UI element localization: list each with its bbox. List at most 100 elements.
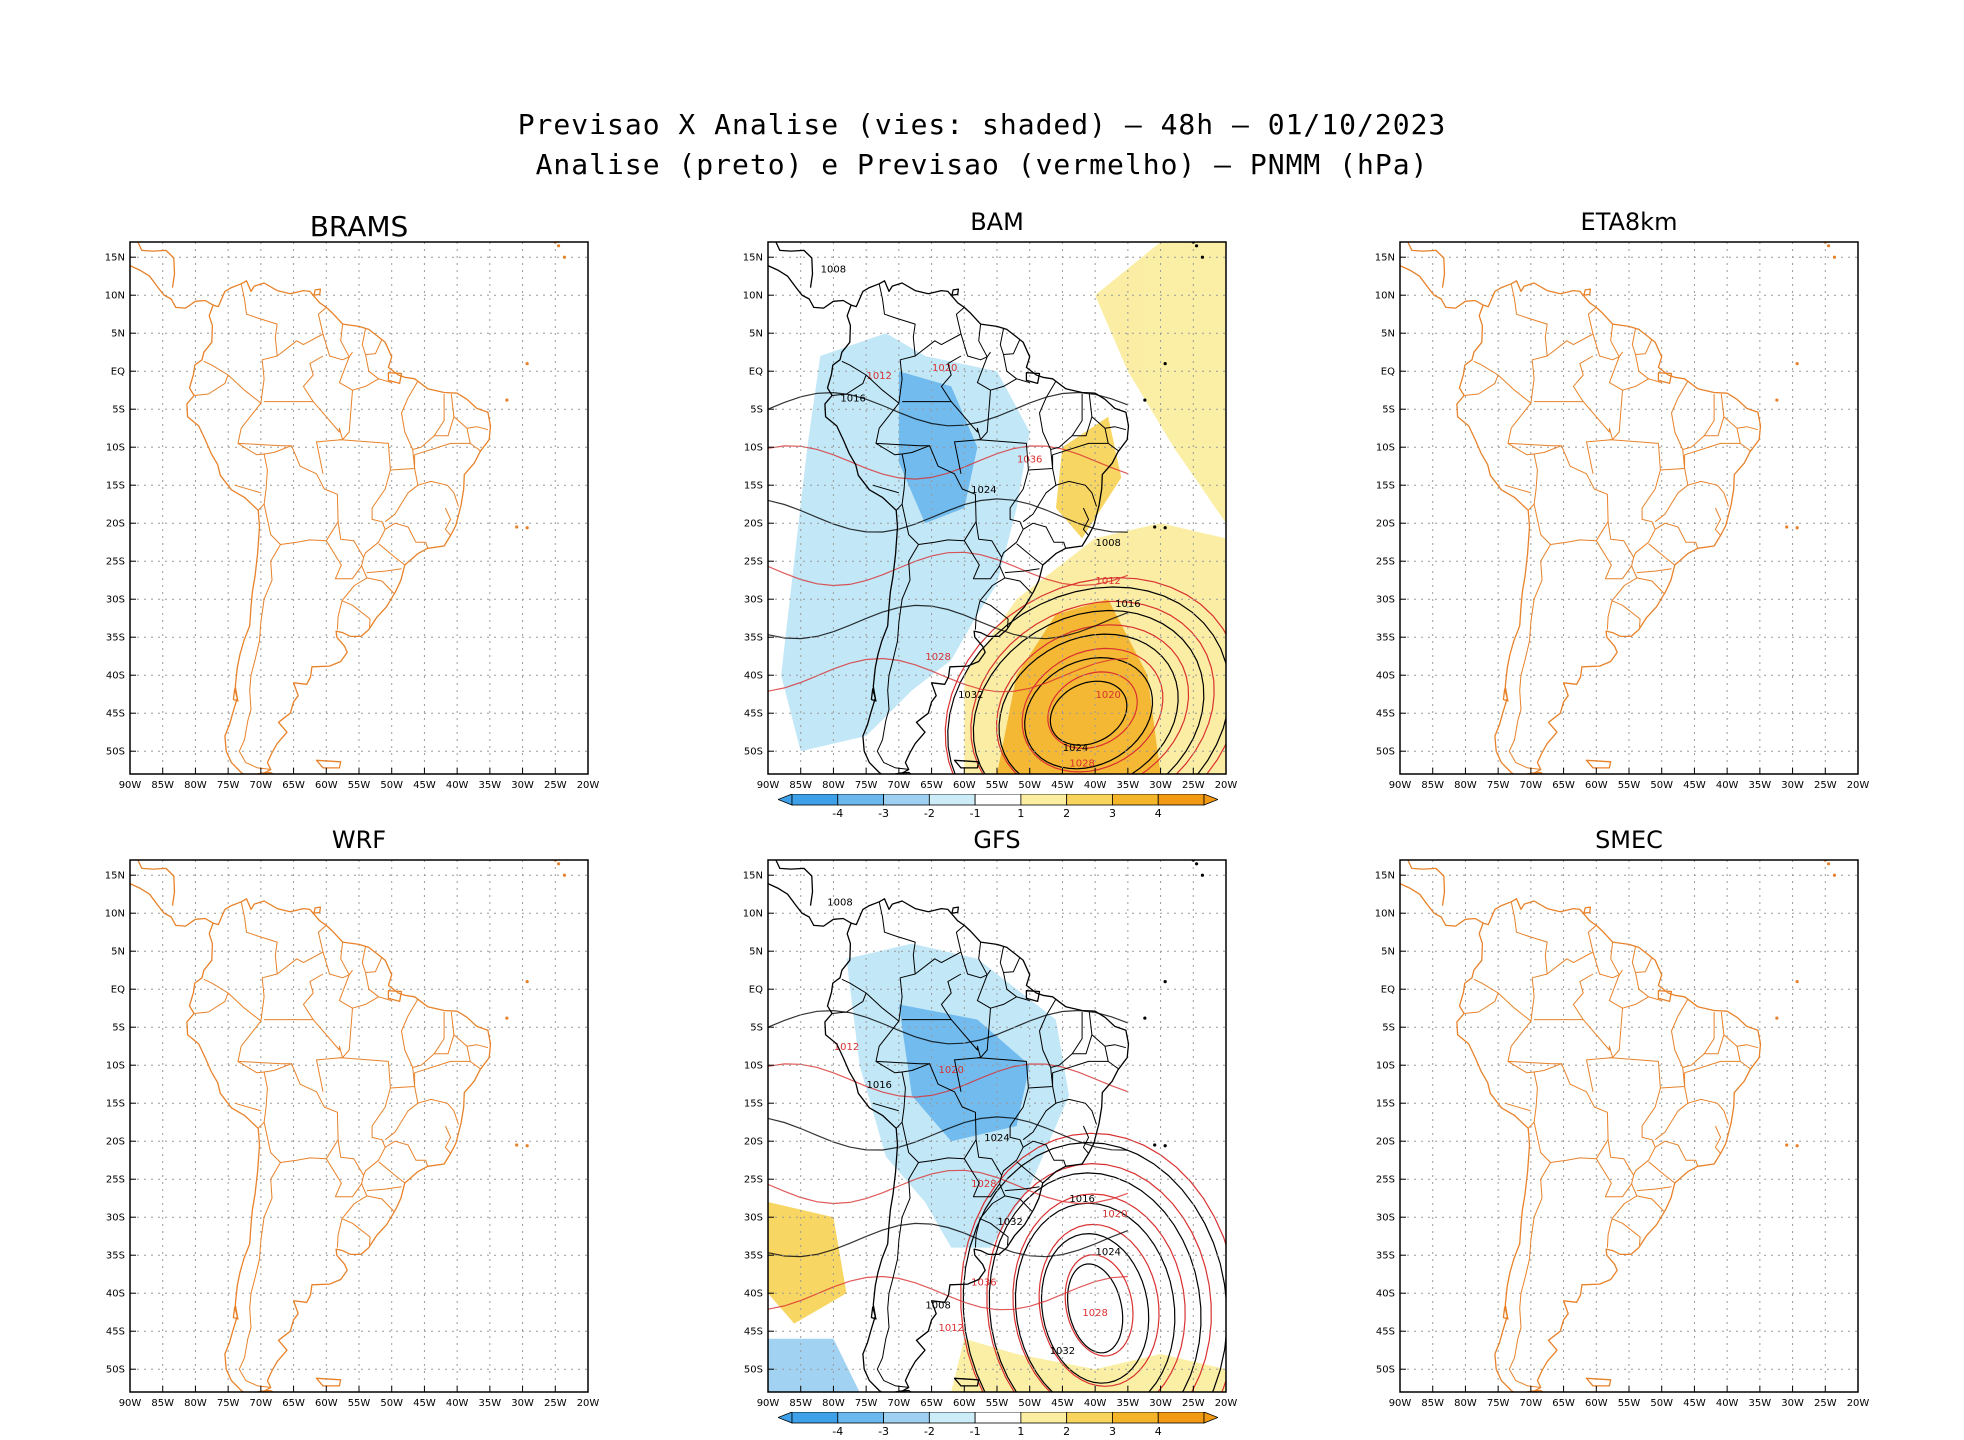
lon-tick-label: 80W	[184, 780, 207, 791]
lat-tick-label: 15N	[1375, 253, 1395, 264]
colorbar-tick-label: -1	[970, 807, 981, 820]
lat-tick-label: 10N	[1375, 909, 1395, 920]
lon-tick-label: 25W	[544, 780, 567, 791]
lat-tick-label: EQ	[111, 985, 125, 996]
lat-tick-label: 50S	[1376, 747, 1395, 758]
lon-tick-label: 35W	[479, 780, 502, 791]
lon-tick-label: 25W	[544, 1398, 567, 1409]
lat-tick-label: 15S	[106, 1099, 125, 1110]
panel-title-smec: SMEC	[1400, 826, 1858, 854]
lat-tick-label: 20S	[1376, 1137, 1395, 1148]
contour-label: 1020	[1102, 1209, 1127, 1220]
lat-tick-label: 10S	[744, 443, 763, 454]
lon-tick-label: 80W	[822, 780, 845, 791]
contour-label: 1020	[938, 1065, 963, 1076]
lat-tick-label: 10N	[743, 909, 763, 920]
lon-tick-label: 65W	[1552, 780, 1575, 791]
map-svg: 15N10N5NEQ5S10S15S20S25S30S35S40S45S50S9…	[1400, 860, 1858, 1392]
contour-label: 1008	[821, 264, 846, 275]
colorbar-swatch	[1112, 1412, 1158, 1423]
lat-tick-label: 5N	[749, 947, 763, 958]
panel-title-gfs: GFS	[768, 826, 1226, 854]
lon-tick-label: 45W	[1051, 1398, 1074, 1409]
lat-tick-label: 25S	[744, 1175, 763, 1186]
lat-tick-label: 5N	[111, 947, 125, 958]
lon-tick-label: 40W	[1084, 1398, 1107, 1409]
colorbar-tick-label: 4	[1155, 807, 1162, 820]
lat-tick-label: 5S	[112, 405, 125, 416]
colorbar-swatch	[884, 1412, 930, 1423]
lat-tick-label: 10S	[106, 443, 125, 454]
lon-tick-label: 70W	[250, 780, 273, 791]
colorbar-tick-label: 4	[1155, 1425, 1162, 1436]
lon-tick-label: 80W	[184, 1398, 207, 1409]
lat-tick-label: 50S	[1376, 1365, 1395, 1376]
contour-label: 1032	[958, 690, 983, 701]
colorbar-tick-label: 2	[1063, 807, 1070, 820]
lon-tick-label: 45W	[413, 780, 436, 791]
lat-tick-label: 5N	[1381, 329, 1395, 340]
lon-tick-label: 65W	[282, 780, 305, 791]
lon-tick-label: 45W	[413, 1398, 436, 1409]
contour-label: 1012	[834, 1042, 859, 1053]
lon-tick-label: 70W	[1520, 780, 1543, 791]
coastline	[1400, 858, 1836, 1406]
lon-tick-label: 65W	[920, 780, 943, 791]
lon-tick-label: 75W	[1487, 1398, 1510, 1409]
country-borders	[194, 902, 488, 1388]
colorbar-swatch	[792, 1412, 838, 1423]
lon-tick-label: 85W	[151, 1398, 174, 1409]
lon-tick-label: 35W	[1749, 1398, 1772, 1409]
lat-tick-label: 45S	[106, 1327, 125, 1338]
lat-tick-label: 40S	[744, 1289, 763, 1300]
lat-tick-label: EQ	[749, 367, 763, 378]
lat-tick-label: 30S	[1376, 595, 1395, 606]
coastline	[130, 240, 566, 788]
lon-tick-label: 20W	[1847, 1398, 1870, 1409]
lon-tick-label: 45W	[1683, 780, 1706, 791]
colorbar-swatch	[975, 794, 1021, 805]
contour-label: 1012	[1095, 576, 1120, 587]
lat-tick-label: 30S	[744, 1213, 763, 1224]
map-svg: 15N10N5NEQ5S10S15S20S25S30S35S40S45S50S9…	[1400, 242, 1858, 774]
lat-tick-label: 20S	[1376, 519, 1395, 530]
contour-label: 1008	[1095, 538, 1120, 549]
lat-tick-label: 20S	[744, 519, 763, 530]
lat-tick-label: 25S	[106, 557, 125, 568]
colorbar-tick-label: -2	[924, 807, 935, 820]
colorbar-swatch	[975, 1412, 1021, 1423]
lat-tick-label: 10S	[106, 1061, 125, 1072]
colorbar-swatch	[929, 1412, 975, 1423]
lon-tick-label: 35W	[479, 1398, 502, 1409]
lon-tick-label: 60W	[315, 1398, 338, 1409]
lat-tick-label: 25S	[744, 557, 763, 568]
colorbar-swatch	[884, 794, 930, 805]
lon-tick-label: 25W	[1814, 1398, 1837, 1409]
lon-tick-label: 90W	[757, 1398, 780, 1409]
colorbar-swatch	[1158, 1412, 1204, 1423]
lon-tick-label: 85W	[789, 780, 812, 791]
lat-tick-label: 35S	[106, 633, 125, 644]
lat-tick-label: 15N	[743, 871, 763, 882]
lat-tick-label: 10N	[743, 291, 763, 302]
lat-tick-label: 15N	[743, 253, 763, 264]
lon-tick-label: 20W	[1215, 780, 1238, 791]
panel-title-eta: ETA8km	[1400, 208, 1858, 236]
lon-tick-label: 20W	[577, 1398, 600, 1409]
lon-tick-label: 65W	[920, 1398, 943, 1409]
colorbar-tick-label: 3	[1109, 807, 1116, 820]
map-svg: 15N10N5NEQ5S10S15S20S25S30S35S40S45S50S9…	[130, 242, 588, 774]
contour-label: 1036	[971, 1278, 996, 1289]
lat-tick-label: 40S	[1376, 671, 1395, 682]
lat-tick-label: 10N	[105, 291, 125, 302]
lon-tick-label: 50W	[1650, 780, 1673, 791]
lat-tick-label: 5S	[750, 405, 763, 416]
lon-tick-label: 30W	[1781, 780, 1804, 791]
lat-tick-label: 40S	[106, 1289, 125, 1300]
panel-title-wrf: WRF	[130, 826, 588, 854]
lat-tick-label: 20S	[744, 1137, 763, 1148]
